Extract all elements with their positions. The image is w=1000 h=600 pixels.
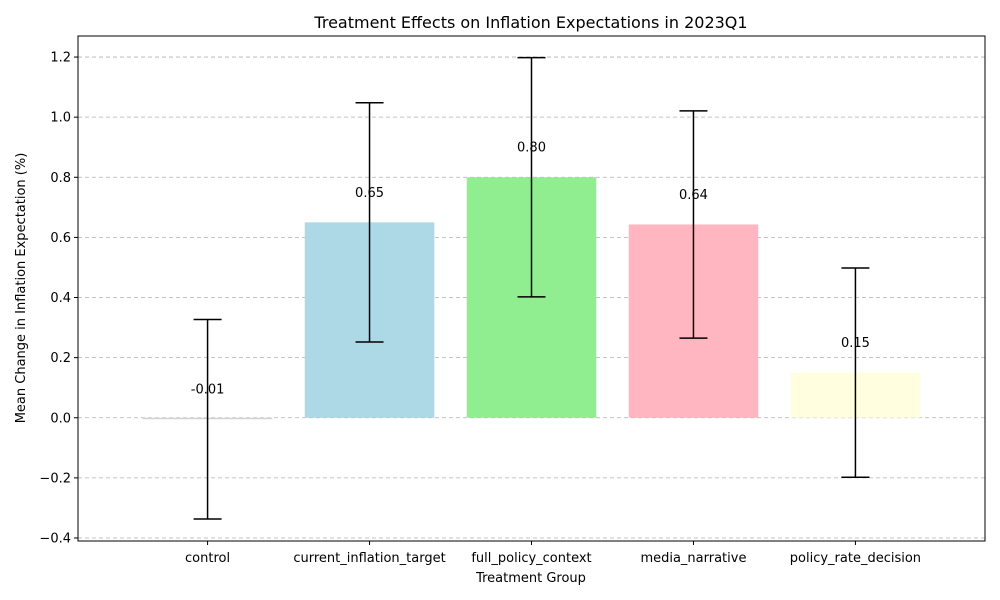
y-tick-label: 1.0 (50, 111, 71, 126)
y-tick-label: −0.4 (39, 531, 71, 546)
plot-frame (77, 35, 986, 542)
data-labels: -0.01 0.65 0.80 0.64 0.15 (191, 141, 870, 398)
x-tick-label: full_policy_context (471, 551, 591, 566)
y-tick-label: 0.4 (50, 291, 71, 306)
data-label: 0.64 (679, 188, 708, 203)
x-axis-label: Treatment Group (475, 571, 586, 586)
x-tick-label: current_inflation_target (293, 551, 445, 566)
x-tick-label: policy_rate_decision (790, 551, 921, 566)
chart-title: Treatment Effects on Inflation Expectati… (313, 13, 747, 32)
y-tick-label: 0.0 (50, 411, 71, 426)
error-bars (193, 56, 870, 520)
data-label: -0.01 (191, 383, 225, 398)
y-tick-label: 1.2 (50, 51, 71, 66)
x-axis: control current_inflation_target full_poli… (185, 541, 921, 566)
y-tick-label: 0.8 (50, 171, 71, 186)
x-tick-label: control (185, 551, 230, 566)
data-label: 0.80 (517, 141, 546, 156)
y-tick-label: 0.6 (50, 231, 71, 246)
y-axis: −0.4 −0.2 0.0 0.2 0.4 0.6 0.8 1.0 1.2 (39, 51, 78, 546)
y-axis-label: Mean Change in Inflation Expectation (%) (14, 153, 29, 424)
y-tick-label: −0.2 (39, 471, 71, 486)
y-tick-label: 0.2 (50, 351, 71, 366)
data-label: 0.15 (841, 336, 870, 351)
data-label: 0.65 (355, 186, 384, 201)
x-tick-label: media_narrative (640, 551, 746, 566)
